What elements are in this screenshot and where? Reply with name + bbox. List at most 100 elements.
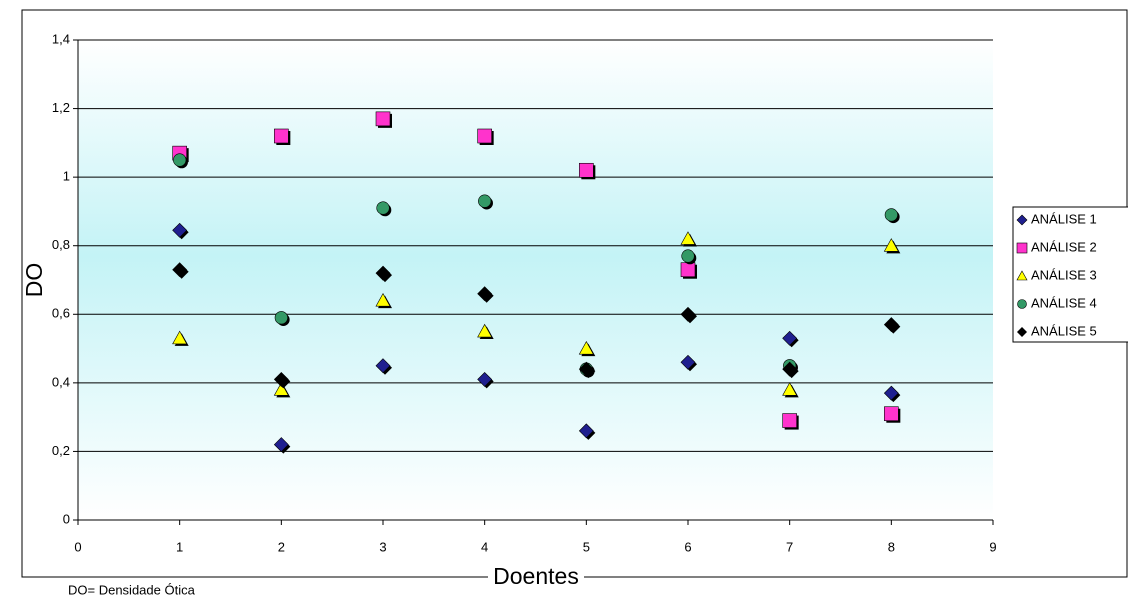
data-point: [375, 111, 392, 128]
x-tick-label: 7: [786, 539, 793, 554]
y-tick-label: 0,6: [52, 306, 70, 321]
marker-shape: [172, 262, 188, 278]
legend-label: ANÁLISE 1: [1031, 211, 1097, 226]
data-point: [782, 413, 799, 430]
data-point: [782, 330, 799, 348]
x-tick-label: 6: [684, 539, 691, 554]
data-point: [274, 128, 291, 145]
data-point: [477, 323, 494, 340]
data-point: [172, 330, 189, 346]
marker-shape: [477, 323, 493, 338]
legend-marker: [1017, 299, 1027, 309]
x-tick-label: 3: [379, 539, 386, 554]
marker-shape: [274, 128, 289, 144]
data-point: [274, 311, 290, 327]
data-point: [478, 194, 493, 210]
marker-shape: [273, 437, 289, 452]
y-tick-label: 0,2: [52, 443, 70, 458]
y-tick-label: 0,4: [52, 374, 70, 389]
marker-shape: [578, 423, 594, 439]
data-point: [578, 361, 596, 379]
data-point: [884, 208, 900, 224]
data-point: [477, 286, 494, 303]
marker-shape: [375, 265, 391, 281]
marker-shape: [782, 382, 798, 396]
data-point: [172, 262, 189, 279]
data-point: [376, 201, 392, 217]
marker-shape: [1016, 214, 1028, 226]
marker-shape: [477, 128, 492, 144]
data-point: [477, 128, 494, 145]
marker-shape: [375, 358, 391, 374]
data-point: [680, 306, 697, 324]
marker-shape: [172, 330, 188, 345]
data-point: [375, 265, 392, 283]
x-label-bg: [488, 565, 584, 589]
marker-shape: [375, 111, 391, 127]
y-tick-label: 1,2: [52, 100, 70, 115]
marker-shape: [376, 201, 390, 215]
x-tick-label: 8: [888, 539, 895, 554]
data-point: [681, 249, 697, 265]
data-point: [578, 423, 596, 440]
marker-shape: [782, 361, 798, 377]
y-tick-label: 0,8: [52, 237, 70, 252]
marker-shape: [273, 372, 289, 387]
data-point: [173, 153, 188, 169]
marker-shape: [274, 311, 288, 325]
data-point: [375, 358, 392, 375]
legend-marker: [1016, 214, 1028, 226]
marker-shape: [477, 372, 493, 387]
marker-shape: [782, 413, 797, 428]
data-point: [477, 372, 494, 389]
data-point: [680, 354, 697, 372]
marker-shape: [884, 406, 899, 422]
legend: [1012, 206, 1128, 343]
marker-shape: [1017, 299, 1027, 309]
marker-shape: [173, 153, 187, 167]
y-tick-label: 0: [63, 511, 70, 526]
legend-label: ANÁLISE 2: [1031, 239, 1097, 254]
data-point: [375, 292, 392, 309]
legend-label: ANÁLISE 3: [1031, 267, 1097, 282]
marker-shape: [273, 382, 289, 396]
legend-marker: [1017, 327, 1027, 337]
marker-shape: [579, 162, 594, 178]
data-point: [782, 382, 799, 398]
legend-label: ANÁLISE 4: [1031, 295, 1097, 310]
legend-label: ANÁLISE 5: [1031, 323, 1097, 338]
data-point: [273, 372, 291, 389]
data-point: [578, 340, 596, 357]
x-tick-label: 4: [481, 539, 488, 554]
marker-shape: [477, 286, 493, 302]
marker-shape: [883, 317, 899, 332]
marker-shape: [782, 330, 798, 346]
marker-shape: [680, 354, 696, 370]
marker-shape: [1016, 242, 1028, 254]
data-point: [884, 406, 901, 423]
y-axis-label: DO: [21, 263, 47, 298]
marker-shape: [172, 222, 188, 238]
legend-marker: [1016, 270, 1028, 281]
plot-area: [78, 40, 993, 520]
x-tick-label: 1: [176, 539, 183, 554]
marker-shape: [883, 385, 899, 401]
marker-shape: [680, 306, 696, 322]
marker-shape: [884, 208, 898, 222]
x-tick-label: 0: [74, 539, 81, 554]
marker-shape: [1017, 327, 1027, 337]
x-tick-label: 5: [583, 539, 590, 554]
data-point: [680, 262, 697, 279]
data-point: [883, 317, 901, 334]
x-axis-label: Doentes: [493, 563, 579, 589]
x-tick-label: 2: [278, 539, 285, 554]
legend-marker: [1016, 242, 1028, 254]
data-point: [883, 238, 901, 254]
marker-shape: [375, 292, 391, 307]
data-point: [680, 231, 697, 247]
marker-shape: [478, 194, 492, 208]
data-point: [782, 361, 799, 379]
data-point: [883, 385, 901, 403]
